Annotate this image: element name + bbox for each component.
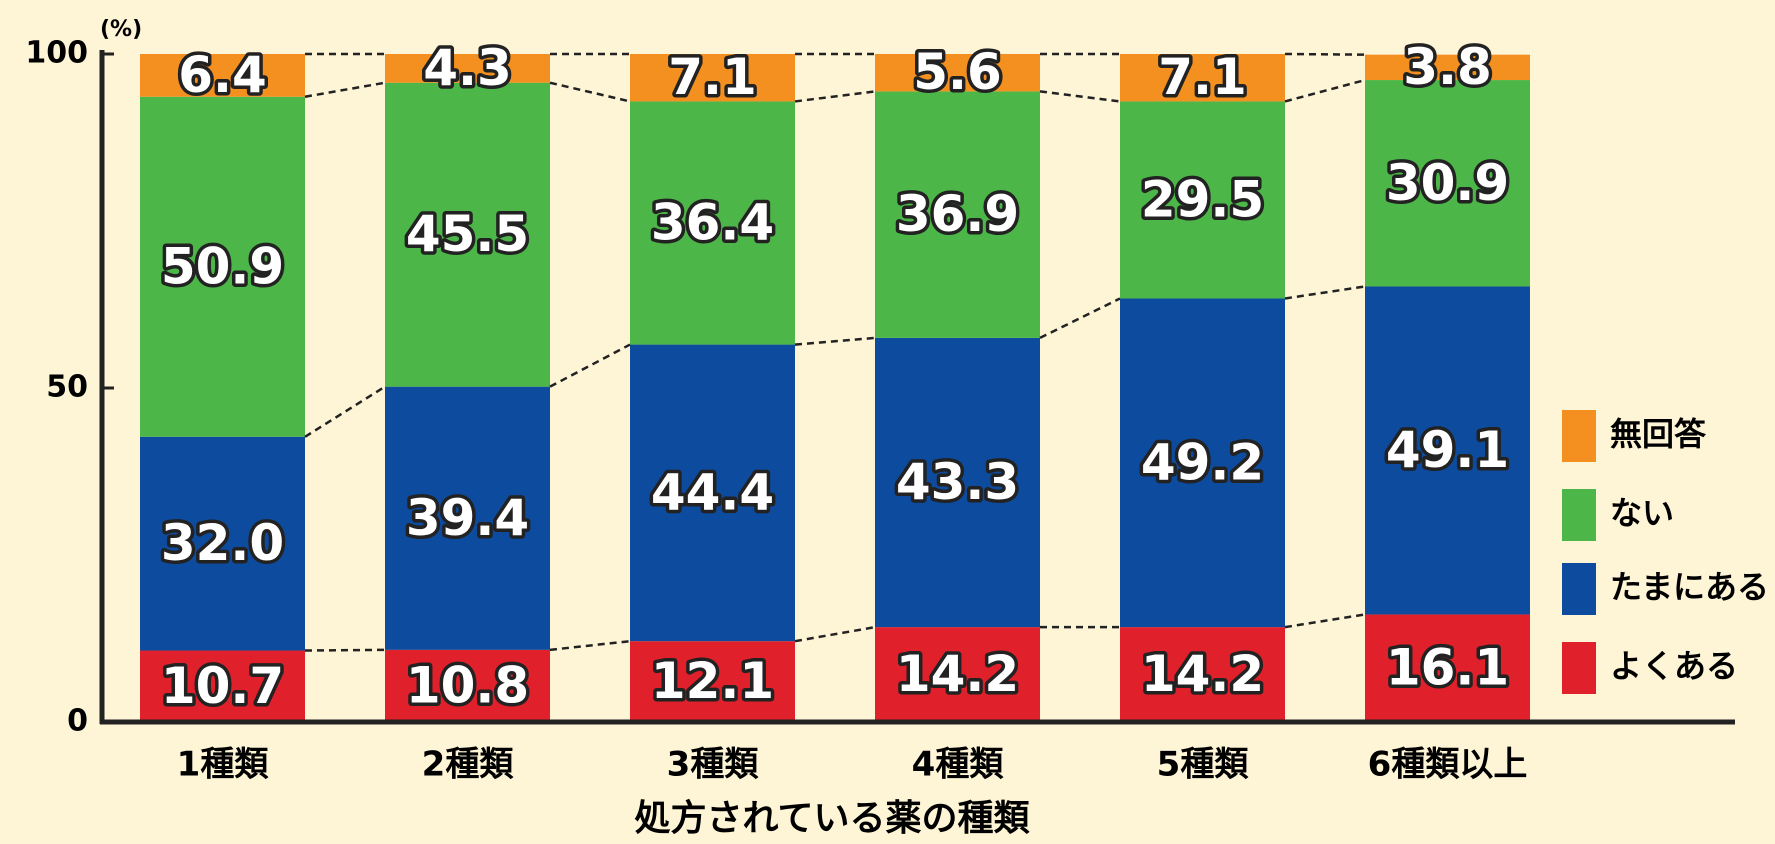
legend-swatch xyxy=(1562,563,1596,615)
bar-segment xyxy=(140,650,305,722)
bar-segment xyxy=(630,344,795,642)
connector xyxy=(304,385,386,438)
data-label: 30.9 xyxy=(1386,154,1509,212)
data-label: 4.3 xyxy=(423,39,512,97)
data-label: 5.6 xyxy=(913,43,1002,101)
x-tick-label: 1種類 xyxy=(177,745,270,785)
bar-segment xyxy=(140,436,305,651)
bar-segment xyxy=(1120,54,1285,102)
connector xyxy=(1284,78,1366,103)
x-axis-label: 処方されている薬の種類 xyxy=(635,798,1031,839)
legend-swatch xyxy=(1562,489,1596,541)
y-tick-label: 50 xyxy=(46,370,88,405)
connector xyxy=(794,336,876,346)
bar-segment xyxy=(385,649,550,722)
data-label: 10.7 xyxy=(161,657,284,715)
data-label: 43.3 xyxy=(896,453,1019,511)
connector xyxy=(304,648,386,652)
bar-segment xyxy=(140,54,305,97)
data-label: 10.8 xyxy=(406,656,529,714)
connector xyxy=(794,90,876,103)
bar-segment xyxy=(385,386,550,650)
data-label: 36.4 xyxy=(651,194,774,252)
connector xyxy=(1284,52,1366,56)
data-label: 14.2 xyxy=(896,645,1019,703)
data-label: 32.0 xyxy=(161,514,284,572)
connector xyxy=(794,625,876,643)
data-label: 39.4 xyxy=(406,489,529,547)
bar-segment xyxy=(630,101,795,345)
data-label: 7.1 xyxy=(1158,48,1247,106)
data-label: 45.5 xyxy=(406,205,529,263)
connector xyxy=(1284,613,1366,629)
data-label: 44.4 xyxy=(651,463,774,521)
bar-segment xyxy=(1120,101,1285,299)
data-label: 7.1 xyxy=(668,48,757,106)
data-label: 14.2 xyxy=(1141,645,1264,703)
bar-segment xyxy=(875,54,1040,92)
legend-swatch xyxy=(1562,642,1596,694)
legend-label: 無回答 xyxy=(1610,415,1707,453)
x-tick-label: 3種類 xyxy=(667,745,760,785)
data-label: 29.5 xyxy=(1141,170,1264,228)
bar-segment xyxy=(630,641,795,722)
data-label: 6.4 xyxy=(178,46,267,104)
y-unit: (%) xyxy=(100,17,142,42)
bar-segment xyxy=(875,337,1040,628)
connector xyxy=(1284,285,1366,300)
bar-segment xyxy=(385,54,550,83)
connector xyxy=(1039,90,1121,103)
x-tick-label: 6種類以上 xyxy=(1368,745,1528,785)
x-tick-label: 4種類 xyxy=(912,745,1005,785)
data-label: 49.2 xyxy=(1141,433,1264,491)
bar-segment xyxy=(875,627,1040,722)
bar-segment xyxy=(1365,80,1530,287)
legend-swatch xyxy=(1562,410,1596,462)
bar-segment xyxy=(1365,614,1530,722)
bar-segment xyxy=(1120,627,1285,722)
bar-segment xyxy=(1365,286,1530,615)
bar-segment xyxy=(1365,54,1530,81)
connector xyxy=(549,81,631,103)
connector xyxy=(549,343,631,388)
bar-segment xyxy=(1120,298,1285,628)
data-label: 49.1 xyxy=(1386,421,1509,479)
x-tick-label: 2種類 xyxy=(422,745,515,785)
legend-label: ない xyxy=(1610,494,1674,532)
x-tick-label: 5種類 xyxy=(1157,745,1250,785)
connector xyxy=(304,81,386,98)
legend-label: たまにある xyxy=(1610,568,1769,606)
y-tick-label: 100 xyxy=(25,36,88,71)
connector xyxy=(1039,297,1121,340)
data-label: 3.8 xyxy=(1403,38,1492,96)
data-label: 12.1 xyxy=(651,652,774,710)
bar-segment xyxy=(875,91,1040,338)
data-label: 36.9 xyxy=(896,185,1019,243)
legend-label: よくある xyxy=(1610,647,1738,685)
y-tick-label: 0 xyxy=(67,704,88,739)
connector xyxy=(549,639,631,652)
data-label: 50.9 xyxy=(161,237,284,295)
bar-segment xyxy=(630,54,795,102)
bar-segment xyxy=(385,82,550,387)
bar-segment xyxy=(140,96,305,437)
data-label: 16.1 xyxy=(1386,639,1509,697)
